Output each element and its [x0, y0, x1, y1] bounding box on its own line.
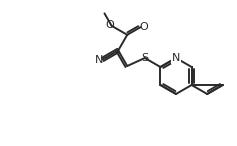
Text: S: S — [141, 53, 148, 63]
Text: N: N — [172, 53, 180, 63]
Text: N: N — [95, 55, 103, 65]
Text: O: O — [139, 22, 148, 32]
Text: O: O — [105, 20, 114, 30]
